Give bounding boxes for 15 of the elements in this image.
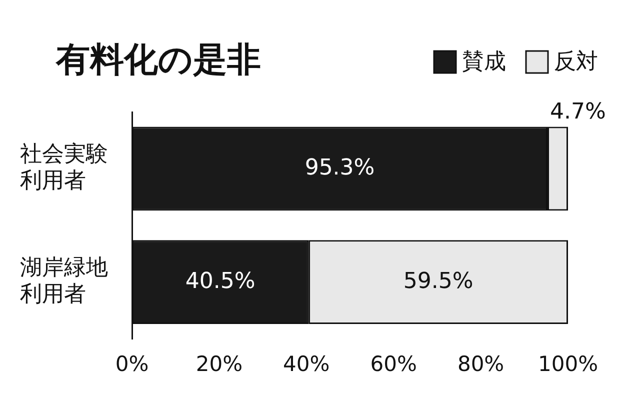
x-tick-label: 80% (457, 352, 504, 376)
legend-label: 賛成 (462, 50, 506, 75)
text: 95.3% (304, 155, 375, 180)
text: 59.5% (403, 268, 474, 294)
x-tick-label: 0% (115, 352, 149, 376)
y-tick-label: 社会実験利用者 (20, 142, 108, 194)
x-tick-label: 100% (538, 352, 598, 376)
text: 4.7% (550, 99, 606, 124)
y-tick-label: 湖岸緑地利用者 (20, 256, 108, 308)
chart-title: 有料化の是非 (55, 40, 261, 80)
x-tick-label: 40% (283, 352, 330, 376)
legend-label: 反対 (554, 50, 598, 75)
text: 40.5% (185, 268, 256, 294)
x-tick-label: 60% (370, 352, 417, 376)
x-tick-label: 20% (196, 352, 243, 376)
